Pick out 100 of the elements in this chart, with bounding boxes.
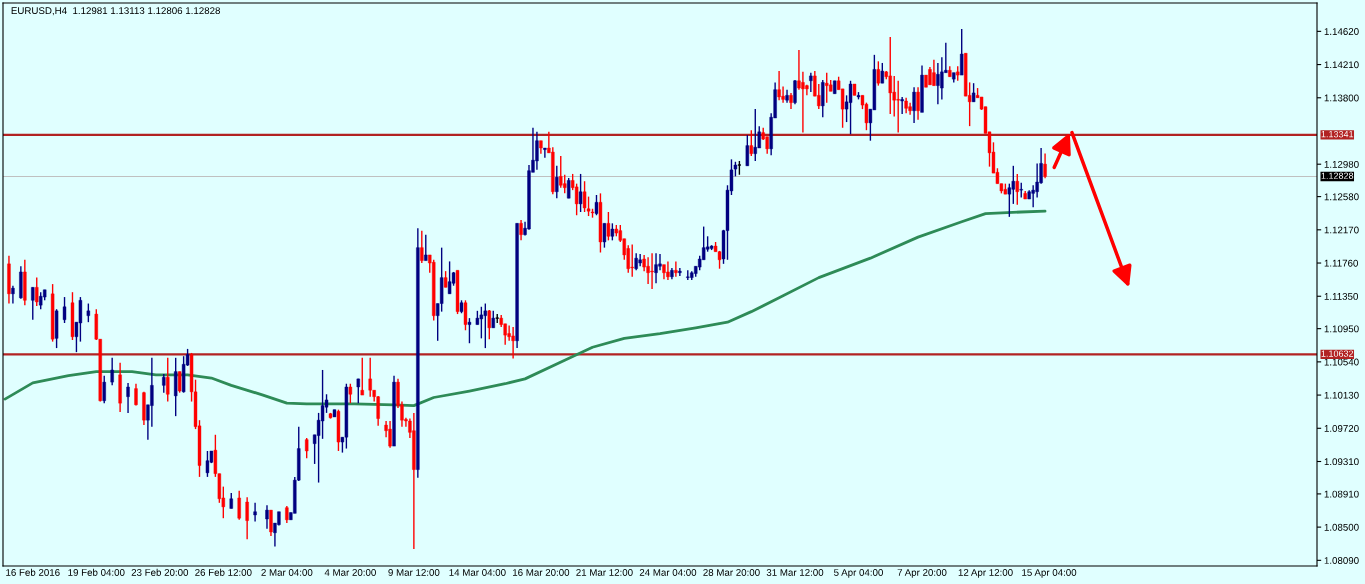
y-tick-label: 1.10950 (1324, 325, 1359, 333)
candlestick (62, 296, 67, 324)
candlestick (971, 82, 976, 103)
candlestick (936, 62, 940, 105)
x-tick-label: 14 Mar 04:00 (449, 569, 506, 576)
y-tick-label: 1.11760 (1324, 259, 1358, 267)
y-tick-label: 1.14620 (1324, 28, 1359, 35)
ref-line-label: 1.10632 (1321, 350, 1354, 357)
x-tick-label: 23 Feb 20:00 (131, 568, 189, 576)
candlestick (78, 296, 83, 343)
candlestick (555, 165, 559, 199)
candlestick (825, 71, 829, 104)
candlestick (563, 174, 567, 195)
candlestick (912, 86, 916, 124)
candlestick (932, 59, 936, 87)
candlestick (420, 229, 424, 264)
candlestick (304, 437, 309, 459)
candlestick (269, 509, 273, 537)
x-tick-label: 31 Mar 12:00 (766, 569, 824, 576)
candlestick (940, 56, 944, 101)
line-series (3, 209, 1047, 407)
y-tick-label: 1.12980 (1324, 160, 1359, 168)
candlestick (126, 382, 130, 414)
x-tick-label: 15 Apr 04:00 (1022, 569, 1077, 578)
candlestick (916, 86, 920, 121)
candlestick (646, 256, 650, 285)
candlestick (900, 96, 904, 115)
ref-line-label: 1.12828 (1321, 172, 1354, 179)
candlestick (388, 420, 392, 449)
candlestick (368, 357, 372, 398)
candlestick (543, 147, 547, 159)
candlestick (896, 80, 900, 134)
candlestick (348, 383, 353, 404)
y-tick-label: 1.08500 (1324, 523, 1359, 531)
candlestick (745, 134, 750, 167)
x-tick-label: 12 Apr 12:00 (958, 569, 1013, 578)
x-tick-label: 28 Mar 20:00 (703, 569, 760, 576)
candlestick (511, 326, 515, 360)
candlestick (666, 260, 670, 281)
candlestick (447, 260, 452, 295)
candlestick (567, 177, 571, 199)
candlestick (582, 180, 587, 213)
candlestick (960, 28, 964, 76)
y-tick-label: 1.11350 (1324, 292, 1358, 300)
candlestick (463, 299, 468, 331)
y-tick-label: 1.09310 (1324, 458, 1359, 466)
candlestick (356, 378, 360, 404)
candlestick (777, 70, 781, 101)
y-tick-label: 1.08910 (1324, 490, 1359, 498)
candlestick (177, 370, 182, 394)
candlestick (606, 211, 611, 242)
y-tick-label: 1.09720 (1324, 425, 1359, 432)
candlestick (205, 450, 210, 478)
x-tick-label: 24 Mar 04:00 (639, 569, 697, 576)
x-tick-label: 19 Feb 04:00 (68, 568, 125, 576)
candlestick (821, 79, 825, 118)
candlestick (559, 155, 563, 189)
candlestick (134, 383, 138, 407)
x-tick-label: 5 Apr 04:00 (834, 569, 883, 578)
candlestick (678, 267, 682, 277)
candlestick (888, 36, 892, 115)
candlestick (487, 309, 491, 340)
candlestick (424, 233, 428, 262)
candlestick (650, 252, 654, 290)
y-tick-label: 1.13800 (1324, 94, 1359, 102)
candlestick (848, 80, 853, 135)
candlestick (753, 108, 757, 162)
candlestick (578, 173, 583, 213)
candlestick (809, 71, 813, 93)
candlestick (749, 129, 753, 157)
x-tick-label: 2 Mar 04:00 (261, 569, 313, 576)
candlestick (519, 219, 523, 242)
ref-line-label: 1.13341 (1321, 130, 1354, 138)
x-tick-label: 4 Mar 20:00 (324, 569, 376, 576)
candlestick (166, 357, 170, 403)
candlestick (265, 504, 269, 530)
candlestick (793, 79, 797, 105)
y-tick-label: 1.14210 (1324, 61, 1359, 69)
candlestick (35, 276, 39, 307)
candlestick (86, 302, 91, 323)
x-tick-label: 21 Mar 12:00 (576, 569, 633, 576)
candlestick (654, 252, 658, 284)
candlestick (602, 222, 607, 249)
candlestick (102, 374, 106, 404)
y-tick-label: 1.12170 (1324, 226, 1359, 234)
candlestick (674, 260, 678, 278)
x-tick-label: 16 Feb 2016 (6, 568, 60, 576)
candlestick (1043, 152, 1047, 179)
y-tick-label: 1.12580 (1324, 193, 1359, 201)
candlestick (237, 489, 241, 521)
y-tick-label: 1.10540 (1324, 358, 1359, 366)
x-tick-label: 7 Apr 20:00 (897, 569, 947, 578)
x-tick-label: 16 Mar 20:00 (513, 569, 570, 576)
candlestick (479, 306, 484, 340)
candlestick (253, 502, 257, 523)
y-tick-label: 1.08090 (1324, 557, 1359, 564)
candlestick (1015, 173, 1019, 206)
candlestick (594, 194, 599, 216)
candlestick (245, 496, 249, 540)
candlestick (630, 243, 634, 278)
